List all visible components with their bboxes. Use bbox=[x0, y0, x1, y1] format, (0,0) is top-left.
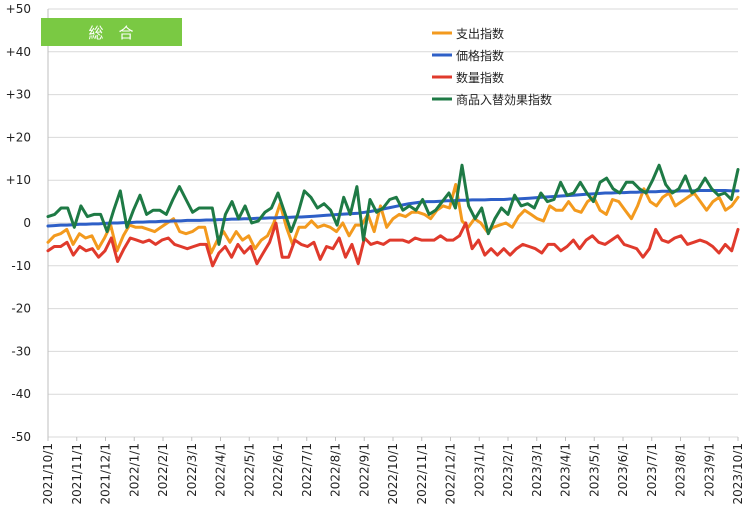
x-tick-label: 2023/1/1 bbox=[472, 443, 486, 497]
x-tick-label: 2021/10/1 bbox=[41, 443, 55, 505]
y-tick-label: -20 bbox=[11, 302, 31, 316]
y-tick-label: +20 bbox=[6, 130, 31, 144]
x-tick-label: 2023/7/1 bbox=[645, 443, 659, 497]
x-tick-label: 2022/12/1 bbox=[444, 443, 458, 505]
x-tick-label: 2022/2/1 bbox=[156, 443, 170, 497]
title-badge-label: 総 合 bbox=[88, 24, 133, 42]
series-line bbox=[46, 221, 740, 268]
x-tick-label: 2023/4/1 bbox=[559, 443, 573, 497]
x-tick-label: 2022/4/1 bbox=[214, 443, 228, 497]
legend-label: 価格指数 bbox=[456, 48, 504, 63]
series-line bbox=[46, 189, 740, 228]
y-tick-label: -30 bbox=[11, 344, 31, 358]
x-tick-label: 2022/11/1 bbox=[415, 443, 429, 505]
x-tick-label: 2022/6/1 bbox=[271, 443, 285, 497]
x-tick-label: 2023/5/1 bbox=[587, 443, 601, 497]
y-tick-label: +10 bbox=[6, 173, 31, 187]
y-tick-label: -40 bbox=[11, 387, 31, 401]
x-tick-label: 2023/6/1 bbox=[616, 443, 630, 497]
x-tick-label: 2023/2/1 bbox=[501, 443, 515, 497]
x-tick-label: 2022/9/1 bbox=[357, 443, 371, 497]
series-line bbox=[46, 163, 740, 246]
series-line bbox=[46, 183, 740, 255]
legend-label: 支出指数 bbox=[456, 26, 504, 41]
legend-label: 商品入替効果指数 bbox=[456, 92, 552, 107]
title-badge-box bbox=[41, 18, 182, 46]
x-axis-tick-labels: 2021/10/1 2021/11/1 2021/12/1 2022/1/1 2022/… bbox=[41, 437, 742, 505]
legend-label: 数量指数 bbox=[456, 70, 504, 85]
x-tick-label: 2023/3/1 bbox=[530, 443, 544, 497]
series-lines bbox=[46, 163, 740, 268]
x-tick-label: 2021/12/1 bbox=[99, 443, 113, 505]
x-tick-label: 2023/10/1 bbox=[731, 443, 742, 505]
y-tick-label: +50 bbox=[6, 2, 31, 16]
x-tick-label: 2022/5/1 bbox=[242, 443, 256, 497]
x-tick-label: 2023/8/1 bbox=[674, 443, 688, 497]
x-tick-label: 2022/8/1 bbox=[329, 443, 343, 497]
x-tick-label: 2021/11/1 bbox=[70, 443, 84, 505]
x-tick-label: 2022/3/1 bbox=[185, 443, 199, 497]
y-tick-label: +40 bbox=[6, 45, 31, 59]
x-tick-label: 2022/1/1 bbox=[127, 443, 141, 497]
y-axis-tick-labels: +50 +40 +30 +20 +10 0 -10 -20 -30 -40 -50 bbox=[6, 2, 31, 444]
x-tick-label: 2022/10/1 bbox=[386, 443, 400, 505]
x-tick-label: 2022/7/1 bbox=[300, 443, 314, 497]
x-tick-label: 2023/9/1 bbox=[702, 443, 716, 497]
y-tick-label: +30 bbox=[6, 88, 31, 102]
y-tick-label: -10 bbox=[11, 259, 31, 273]
y-tick-label: -50 bbox=[11, 430, 31, 444]
title-badge: 総 合 bbox=[41, 18, 182, 46]
y-tick-label: 0 bbox=[23, 216, 31, 230]
